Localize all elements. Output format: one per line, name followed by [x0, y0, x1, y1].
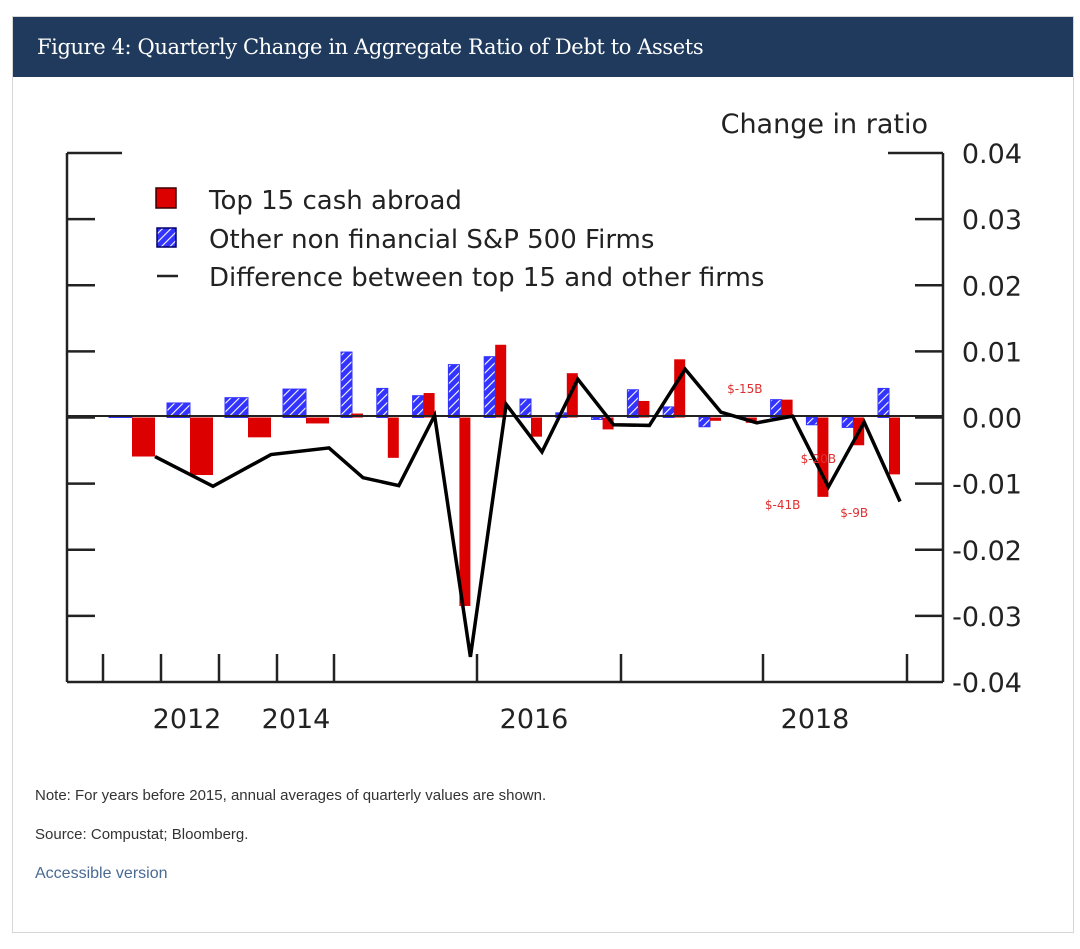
- bar-top15: [710, 417, 721, 421]
- y-tick-label: -0.03: [952, 602, 1022, 633]
- bar-other-firms: [282, 388, 307, 419]
- chart: Change in ratio 0.04 0.03 0.02 0.01 0.00 -0.0…: [65, 109, 1022, 735]
- bar-top15: [459, 417, 471, 606]
- bar-other-firms: [805, 417, 818, 426]
- x-tick-label: 2016: [500, 704, 569, 735]
- source-text: Source: Compustat; Bloomberg.: [35, 826, 249, 843]
- bar-annotation: $-20B: [801, 452, 836, 466]
- bars: [108, 344, 900, 606]
- legend-label-top15: Top 15 cash abroad: [208, 186, 462, 216]
- y-tick-label: -0.04: [952, 668, 1022, 699]
- y-tick-label: 0.02: [962, 271, 1022, 302]
- y-tick-label: -0.01: [952, 470, 1022, 501]
- bar-other-firms: [447, 364, 460, 419]
- bar-top15: [638, 400, 650, 418]
- bar-top15: [248, 417, 271, 438]
- bar-other-firms: [340, 351, 353, 419]
- x-tick-label: 2012: [153, 704, 222, 735]
- bar-other-firms: [166, 402, 191, 419]
- bar-other-firms: [698, 417, 711, 428]
- y-tick-label: 0.01: [962, 337, 1022, 368]
- bar-top15: [889, 417, 900, 475]
- difference-line: [154, 366, 902, 658]
- bar-top15: [602, 417, 614, 430]
- bar-other-firms: [877, 387, 890, 418]
- legend-swatch-top15: [155, 187, 177, 209]
- y-tick-label: 0.03: [962, 205, 1022, 236]
- note-text: Note: For years before 2015, annual aver…: [35, 787, 547, 804]
- bar-other-firms: [412, 395, 425, 418]
- y-ticks: 0.04 0.03 0.02 0.01 0.00 -0.01 -0.02 -0.03 -0.04: [67, 139, 1022, 699]
- y-axis-label: Change in ratio: [721, 109, 928, 140]
- bar-other-firms: [841, 417, 854, 428]
- bar-top15: [566, 373, 578, 418]
- x-ticks: 2012 2014 2016 2018: [101, 654, 909, 735]
- bar-top15: [190, 417, 213, 476]
- bar-other-firms: [519, 398, 532, 418]
- bar-top15: [495, 344, 507, 418]
- bar-top15: [674, 359, 686, 418]
- accessible-version-link[interactable]: Accessible version: [35, 865, 168, 882]
- x-tick-label: 2014: [262, 704, 331, 735]
- annotations: $-15B $-41B $-20B $-9B: [727, 382, 868, 520]
- legend: Top 15 cash abroad Other non financial S…: [155, 186, 764, 293]
- y-tick-label: 0.00: [962, 404, 1022, 435]
- bar-annotation: $-41B: [765, 498, 800, 512]
- bar-top15: [817, 417, 829, 497]
- bar-top15: [423, 393, 435, 418]
- bar-other-firms: [626, 389, 639, 419]
- bar-annotation: $-15B: [727, 382, 762, 396]
- bar-top15: [132, 417, 155, 457]
- bar-top15: [781, 399, 793, 418]
- difference-line-group: [154, 366, 902, 658]
- bar-top15: [531, 417, 542, 437]
- bar-other-firms: [591, 417, 604, 420]
- bar-top15: [306, 417, 329, 424]
- bar-other-firms: [483, 356, 496, 419]
- y-tick-label: -0.02: [952, 536, 1022, 567]
- bar-top15: [387, 417, 399, 458]
- legend-swatch-other: [156, 227, 177, 248]
- figure-title: Figure 4: Quarterly Change in Aggregate …: [13, 17, 1073, 77]
- bar-other-firms: [224, 397, 249, 419]
- bar-other-firms: [376, 387, 389, 418]
- legend-label-difference: Difference between top 15 and other firm…: [209, 263, 764, 293]
- y-tick-label: 0.04: [962, 139, 1022, 170]
- x-tick-label: 2018: [781, 704, 850, 735]
- bar-annotation: $-9B: [840, 506, 868, 520]
- legend-label-other: Other non financial S&P 500 Firms: [209, 225, 654, 255]
- bar-other-firms: [770, 399, 783, 418]
